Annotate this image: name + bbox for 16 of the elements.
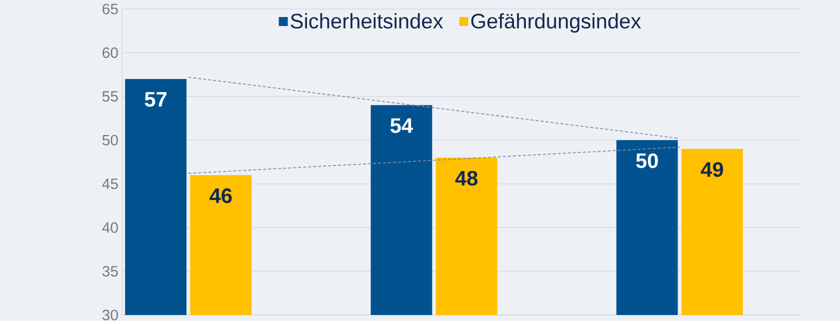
legend-label: Sicherheitsindex [290,13,444,29]
data-label: 54 [390,118,413,134]
y-tick-label: 30 [102,310,118,320]
y-tick-label: 55 [102,91,118,102]
data-label: 57 [144,92,166,107]
y-tick-label: 65 [102,4,118,14]
legend-label: Gefährdungsindex [471,13,641,33]
data-label: 49 [700,162,724,178]
y-tick-label: 60 [102,48,118,58]
data-label: 46 [210,188,232,204]
data-label: 50 [636,154,658,168]
y-tick-label: 40 [102,222,118,234]
y-tick-label: 50 [102,135,118,146]
data-label: 48 [455,171,478,186]
y-tick-label: 35 [102,266,118,277]
y-tick-label: 45 [102,178,118,190]
